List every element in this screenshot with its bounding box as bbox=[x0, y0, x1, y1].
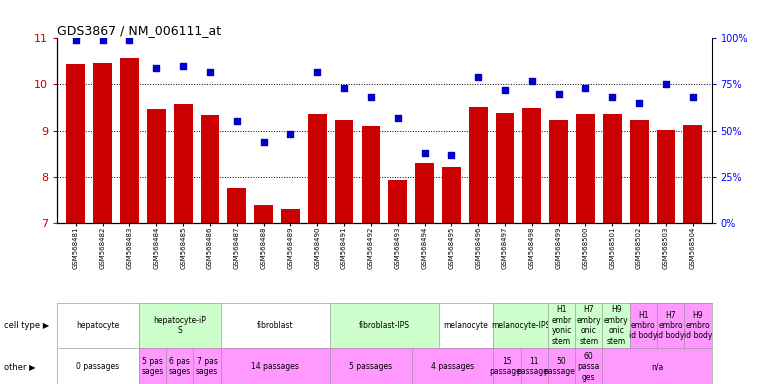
Bar bbox=[576, 114, 595, 223]
Text: melanocyte: melanocyte bbox=[444, 321, 489, 330]
Point bbox=[285, 131, 297, 137]
Point bbox=[257, 139, 269, 145]
Text: cell type ▶: cell type ▶ bbox=[4, 321, 49, 330]
Bar bbox=[281, 209, 300, 223]
Bar bbox=[523, 108, 541, 223]
Point bbox=[392, 114, 404, 121]
Bar bbox=[388, 180, 407, 223]
Point bbox=[204, 68, 216, 74]
Text: 15
passages: 15 passages bbox=[489, 357, 525, 376]
Bar bbox=[201, 115, 219, 223]
Text: H7
embry
onic
stem: H7 embry onic stem bbox=[577, 305, 601, 346]
Point bbox=[419, 150, 431, 156]
Point bbox=[552, 91, 565, 97]
Bar bbox=[120, 58, 139, 223]
Text: 60
passa
ges: 60 passa ges bbox=[578, 352, 600, 382]
Text: hepatocyte-iP
S: hepatocyte-iP S bbox=[154, 316, 206, 335]
Text: 6 pas
sages: 6 pas sages bbox=[169, 357, 191, 376]
Point bbox=[177, 63, 189, 69]
Text: 5 pas
sages: 5 pas sages bbox=[142, 357, 164, 376]
Text: H1
embr
yonic
stem: H1 embr yonic stem bbox=[552, 305, 572, 346]
Bar bbox=[254, 205, 273, 223]
Point bbox=[633, 100, 645, 106]
Point bbox=[579, 85, 591, 91]
Point bbox=[445, 151, 457, 157]
Text: n/a: n/a bbox=[651, 362, 663, 371]
Bar bbox=[549, 119, 568, 223]
Bar bbox=[147, 109, 166, 223]
Point bbox=[338, 85, 350, 91]
Point bbox=[231, 118, 243, 124]
Text: 14 passages: 14 passages bbox=[251, 362, 299, 371]
Point bbox=[70, 37, 82, 43]
Point bbox=[97, 37, 109, 43]
Point bbox=[526, 78, 538, 84]
Text: 11
passages: 11 passages bbox=[517, 357, 552, 376]
Bar bbox=[308, 114, 326, 223]
Text: fibroblast: fibroblast bbox=[257, 321, 294, 330]
Point bbox=[499, 87, 511, 93]
Bar bbox=[603, 114, 622, 223]
Text: H7
embro
id body: H7 embro id body bbox=[657, 311, 685, 340]
Bar bbox=[495, 113, 514, 223]
Point bbox=[660, 81, 672, 88]
Bar bbox=[228, 188, 246, 223]
Text: H9
embry
onic
stem: H9 embry onic stem bbox=[603, 305, 629, 346]
Text: melanocyte-IPS: melanocyte-IPS bbox=[491, 321, 550, 330]
Point bbox=[150, 65, 162, 71]
Bar bbox=[361, 126, 380, 223]
Bar bbox=[174, 104, 193, 223]
Text: 0 passages: 0 passages bbox=[76, 362, 119, 371]
Text: fibroblast-IPS: fibroblast-IPS bbox=[358, 321, 410, 330]
Bar bbox=[469, 107, 488, 223]
Bar bbox=[630, 121, 648, 223]
Bar bbox=[66, 64, 85, 223]
Text: 5 passages: 5 passages bbox=[349, 362, 392, 371]
Text: 7 pas
sages: 7 pas sages bbox=[196, 357, 218, 376]
Bar bbox=[683, 126, 702, 223]
Text: H9
embro
id body: H9 embro id body bbox=[683, 311, 712, 340]
Text: other ▶: other ▶ bbox=[4, 362, 36, 371]
Point bbox=[365, 94, 377, 101]
Point bbox=[607, 94, 619, 101]
Text: H1
embro
id body: H1 embro id body bbox=[629, 311, 658, 340]
Point bbox=[123, 37, 135, 43]
Text: hepatocyte: hepatocyte bbox=[76, 321, 119, 330]
Text: 4 passages: 4 passages bbox=[431, 362, 474, 371]
Bar bbox=[416, 163, 434, 223]
Text: GDS3867 / NM_006111_at: GDS3867 / NM_006111_at bbox=[57, 24, 221, 37]
Bar bbox=[657, 130, 675, 223]
Bar bbox=[442, 167, 460, 223]
Bar bbox=[335, 121, 353, 223]
Point bbox=[686, 94, 699, 101]
Point bbox=[472, 74, 484, 80]
Bar bbox=[94, 63, 112, 223]
Point bbox=[311, 68, 323, 74]
Text: 50
passages: 50 passages bbox=[543, 357, 579, 376]
